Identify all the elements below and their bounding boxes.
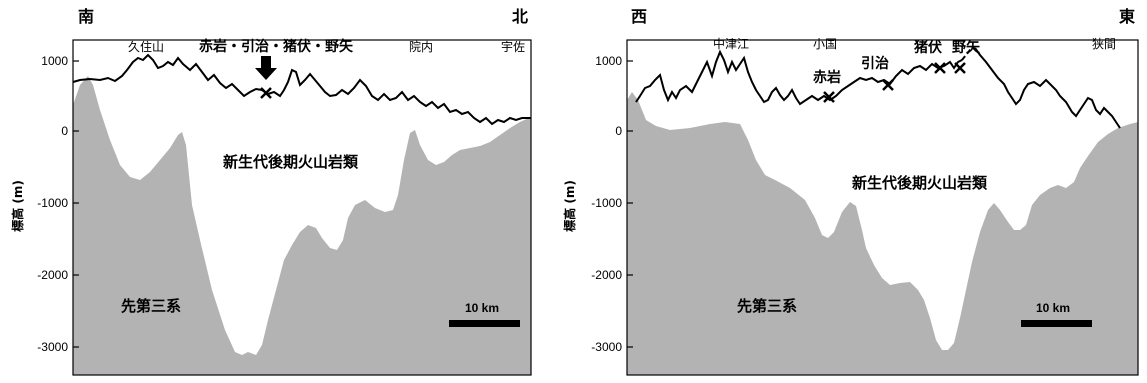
right-place-hazama: 狭間 (1092, 37, 1116, 51)
left-basement-label: 先第三系 (121, 297, 181, 315)
left-tick-minus1000: -1000 (37, 196, 68, 210)
left-surface-profile (72, 53, 531, 126)
right-place-oguni: 小国 (813, 37, 837, 51)
left-tick-1000: 1000 (41, 54, 68, 68)
right-plot-frame (626, 39, 1139, 376)
right-site-marker-hikiji-icon (882, 79, 894, 91)
right-y-axis-label: 標高 (m) (562, 180, 577, 232)
left-plot-frame (72, 39, 532, 376)
right-scale-bar (1021, 320, 1092, 327)
left-place-innai: 院内 (409, 40, 433, 54)
right-panel: 1000 0 -1000 -2000 -3000 標高 (m) 西 東 中津江 … (562, 7, 1139, 376)
right-y-ticks (627, 60, 633, 348)
left-basement-area (73, 76, 531, 375)
right-site-noya-label: 野矢 (952, 39, 981, 56)
left-direction-north: 北 (512, 7, 528, 26)
left-down-arrow-icon (255, 56, 277, 80)
right-place-nakatsue: 中津江 (713, 36, 749, 51)
left-volcanic-rocks-label: 新生代後期火山岩類 (223, 153, 359, 171)
left-y-ticks (73, 60, 79, 348)
right-basement-area (627, 92, 1138, 375)
right-tick-minus3000: -3000 (591, 340, 622, 354)
left-tick-minus2000: -2000 (37, 268, 68, 282)
left-y-axis-label: 標高 (m) (10, 180, 25, 232)
right-tick-minus1000: -1000 (591, 196, 622, 210)
right-surface-profile-east (974, 47, 1121, 129)
right-scale-label: 10 km (1036, 301, 1070, 315)
right-site-marker-akaiwa-icon (823, 91, 835, 103)
right-site-akaiwa-label: 赤岩 (813, 69, 841, 86)
right-site-marker-inobuse-icon (934, 62, 946, 74)
left-place-kujusan: 久住山 (128, 40, 164, 54)
right-tick-1000: 1000 (595, 54, 622, 68)
left-site-marker-icon (260, 87, 272, 99)
left-scale-label: 10 km (465, 301, 499, 315)
right-site-inobuse-label: 猪伏 (913, 39, 942, 56)
right-basement-label: 先第三系 (737, 297, 797, 315)
left-highlight-sites-label: 赤岩・引治・猪伏・野矢 (199, 38, 354, 55)
left-tick-0: 0 (61, 124, 68, 138)
left-panel: 1000 0 -1000 -2000 -3000 標高 (m) 南 北 久住山 … (10, 7, 532, 376)
right-direction-east: 東 (1119, 7, 1135, 26)
right-volcanic-rocks-label: 新生代後期火山岩類 (852, 174, 988, 192)
right-site-marker-noya-icon (954, 62, 966, 74)
left-place-usa: 宇佐 (501, 40, 525, 54)
left-tick-minus3000: -3000 (37, 340, 68, 354)
right-tick-minus2000: -2000 (591, 268, 622, 282)
left-direction-south: 南 (78, 7, 94, 26)
right-site-hikiji-label: 引治 (861, 55, 889, 72)
right-surface-profile-dashed (961, 47, 976, 61)
right-direction-west: 西 (631, 7, 647, 26)
right-surface-profile (635, 49, 963, 106)
left-scale-bar (449, 320, 520, 327)
right-tick-0: 0 (615, 124, 622, 138)
